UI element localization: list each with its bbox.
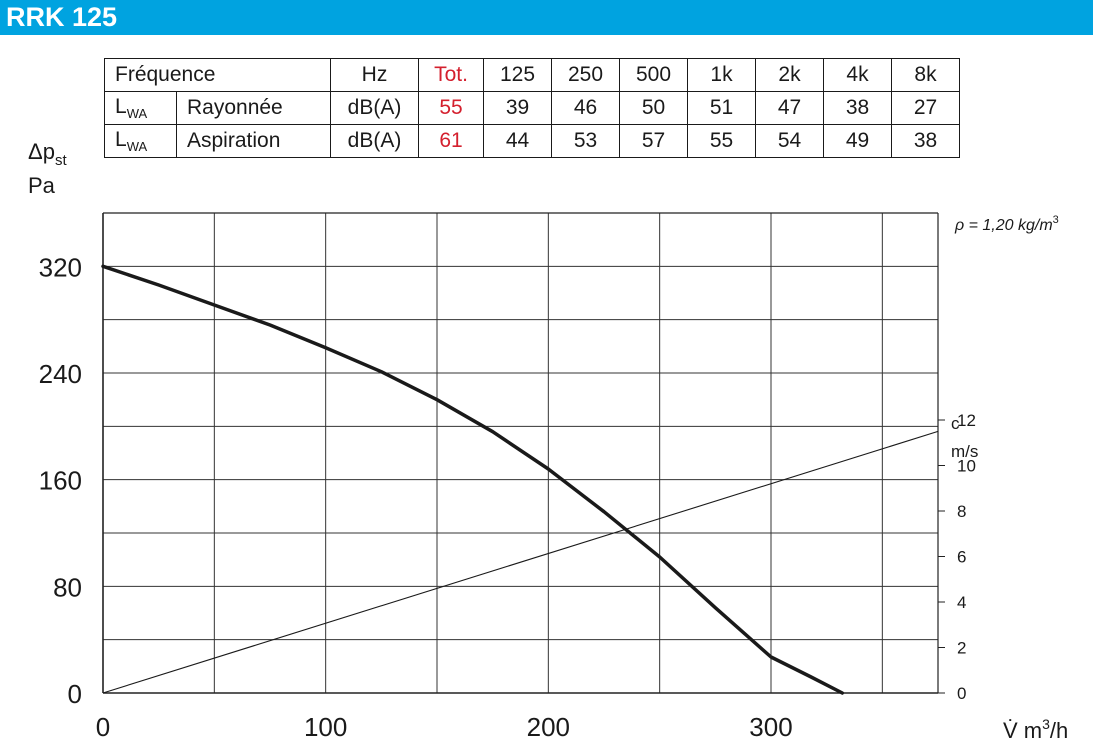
right-axis-label: c [951, 414, 960, 433]
right-axis-tick-label: 12 [957, 411, 976, 430]
right-axis-tick-label: 0 [957, 684, 966, 703]
chart-labels: Δpst Pa ρ = 1,20 kg/m3 c m/s V̇ m3/h 0 10… [28, 139, 1068, 743]
table-cell: 38 [891, 124, 960, 158]
sound-power-table: Fréquence Hz Tot. 125 250 500 1k 2k 4k 8… [104, 58, 960, 158]
row-symbol: LWA [104, 124, 177, 158]
right-axis-tick-label: 4 [957, 593, 966, 612]
x-tick-label: 100 [304, 712, 347, 742]
velocity-line [102, 430, 939, 694]
right-axis-tick-label: 6 [957, 548, 966, 567]
band-500: 500 [619, 58, 688, 92]
tot-label: Tot. [418, 58, 484, 92]
y-tick-label: 160 [39, 466, 82, 496]
right-axis-tick-label: 8 [957, 502, 966, 521]
right-axis-unit: m/s [951, 442, 978, 461]
x-tick-label: 300 [749, 712, 792, 742]
right-axis-tick-label: 2 [957, 639, 966, 658]
y-axis-unit: Pa [28, 173, 56, 198]
row-type: Rayonnée [176, 91, 331, 125]
table-cell: 49 [823, 124, 892, 158]
y-tick-label: 240 [39, 359, 82, 389]
table-header-row: Fréquence Hz Tot. 125 250 500 1k 2k 4k 8… [104, 58, 960, 92]
row-symbol: LWA [104, 91, 177, 125]
table-cell: 46 [551, 91, 620, 125]
row-unit: dB(A) [330, 124, 419, 158]
row-total: 61 [418, 124, 484, 158]
y-tick-label: 80 [53, 572, 82, 602]
y-tick-label: 320 [39, 252, 82, 282]
band-2k: 2k [755, 58, 824, 92]
chart-grid [102, 212, 939, 694]
x-tick-label: 200 [527, 712, 570, 742]
table-cell: 44 [483, 124, 552, 158]
density-annotation: ρ = 1,20 kg/m3 [954, 214, 1059, 234]
row-unit: dB(A) [330, 91, 419, 125]
y-tick-label: 0 [68, 679, 82, 709]
header-bar: RRK 125 [0, 0, 1093, 35]
right-axis-tick-label: 10 [957, 457, 976, 476]
band-1k: 1k [687, 58, 756, 92]
table-cell: 39 [483, 91, 552, 125]
row-type: Aspiration [176, 124, 331, 158]
band-4k: 4k [823, 58, 892, 92]
table-cell: 27 [891, 91, 960, 125]
x-tick-label: 0 [96, 712, 110, 742]
table-row: LWA Aspiration dB(A) 61 44 53 57 55 54 4… [104, 124, 960, 158]
y-axis-label: Δpst [28, 139, 67, 169]
chart-series [101, 264, 939, 695]
frequency-label: Fréquence [104, 58, 331, 92]
table-cell: 54 [755, 124, 824, 158]
page-title: RRK 125 [6, 2, 118, 32]
pressure-curve [101, 264, 845, 695]
table-cell: 51 [687, 91, 756, 125]
x-axis-label: V̇ m3/h [1003, 716, 1068, 743]
band-8k: 8k [891, 58, 960, 92]
table-cell: 55 [687, 124, 756, 158]
row-total: 55 [418, 91, 484, 125]
